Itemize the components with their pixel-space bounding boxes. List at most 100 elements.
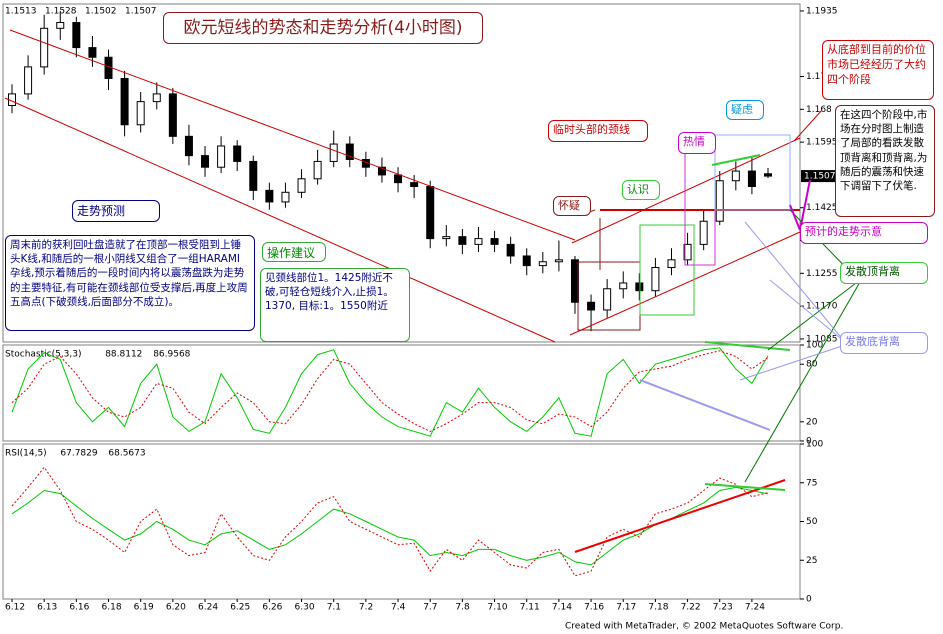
candle-body xyxy=(442,236,451,240)
candle-body xyxy=(619,282,628,290)
indicator-line xyxy=(11,347,769,437)
candle-body xyxy=(184,135,193,157)
candle-body xyxy=(24,66,33,95)
y-tick-label: 25 xyxy=(806,556,817,566)
divergence-label: 发散底背离 xyxy=(840,332,928,354)
advice-text: 见颈线部位1。1425附近不破,可轻仓短线介入,止损1。1370, 目标:1。1… xyxy=(260,268,410,342)
drawing-line xyxy=(704,341,791,351)
x-tick-label: 6.26 xyxy=(262,603,282,613)
y-tick-label: 0 xyxy=(806,437,812,447)
neckline-label: 临时头部的颈线 xyxy=(548,120,648,142)
drawing-line xyxy=(4,97,556,343)
indicator-line xyxy=(11,350,769,432)
drawing-line xyxy=(639,379,771,431)
candle-body xyxy=(152,93,161,103)
ohlc-header: 1.1502 xyxy=(85,7,117,17)
x-tick-label: 6.30 xyxy=(295,603,315,613)
stage-label: 热情 xyxy=(678,132,716,154)
candle-body xyxy=(667,259,676,269)
x-tick-label: 7.18 xyxy=(648,603,668,613)
drawing-line xyxy=(799,179,811,231)
divergence-label: 发散顶背离 xyxy=(840,262,928,284)
candle-body xyxy=(587,301,596,311)
candle-body xyxy=(490,238,499,245)
candle-body xyxy=(297,178,306,193)
candle-body xyxy=(168,93,177,137)
candle-body xyxy=(345,143,354,160)
candle-body xyxy=(522,255,531,267)
section-heading: 操作建议 xyxy=(262,242,326,262)
candle-body xyxy=(651,267,660,292)
candle-body xyxy=(715,180,724,222)
indicator-value: 68.5673 xyxy=(108,449,145,459)
candle-body xyxy=(570,259,579,303)
x-tick-label: 7.23 xyxy=(713,603,733,613)
y-tick-label: 1.1425 xyxy=(806,203,838,213)
x-tick-label: 7.2 xyxy=(359,603,373,613)
x-tick-label: 6.19 xyxy=(134,603,154,613)
panel-frame xyxy=(2,443,801,600)
x-tick-label: 7.22 xyxy=(681,603,701,613)
stage-label: 认识 xyxy=(622,180,660,200)
indicator-value: 88.8112 xyxy=(105,350,142,360)
candle-body xyxy=(747,170,756,188)
y-tick-label: 20 xyxy=(806,417,818,427)
x-tick-label: 6.25 xyxy=(230,603,250,613)
y-tick-label: 1.1935 xyxy=(806,6,838,16)
x-tick-label: 7.14 xyxy=(552,603,572,613)
y-tick-label: 1.176 xyxy=(806,72,832,82)
candle-body xyxy=(538,261,547,267)
panel-frame xyxy=(2,344,801,442)
stage-box xyxy=(714,134,791,211)
ohlc-header: 1.1513 xyxy=(5,7,37,17)
chart-title: 欧元短线的势态和走势分析(4小时图) xyxy=(163,12,483,44)
indicator-line xyxy=(11,466,769,577)
candle-body xyxy=(683,243,692,261)
x-tick-label: 7.24 xyxy=(745,603,765,613)
stage-box xyxy=(639,224,695,316)
indicator-label: Stochastic(5,3,3) xyxy=(5,350,82,360)
candle-body xyxy=(554,259,563,263)
candle-body xyxy=(40,27,49,68)
x-tick-label: 6.18 xyxy=(102,603,122,613)
stage-label: 疑虑 xyxy=(726,100,764,120)
y-tick-label: 50 xyxy=(806,517,818,527)
candle-body xyxy=(265,189,274,203)
candle-body xyxy=(329,143,338,162)
forecast-label: 预计的走势示意 xyxy=(800,222,928,244)
ohlc-header: 1.1507 xyxy=(125,7,157,17)
price-marker-label: 1.1507 xyxy=(804,172,836,182)
candle-body xyxy=(410,182,419,188)
x-tick-label: 7.11 xyxy=(520,603,540,613)
candle-body xyxy=(731,170,740,182)
x-tick-label: 6.12 xyxy=(5,603,25,613)
drawing-line xyxy=(9,29,576,241)
drawing-line xyxy=(571,137,801,244)
drawing-line xyxy=(704,483,786,491)
panel-frame xyxy=(2,3,801,343)
candle-body xyxy=(458,236,467,245)
candle-body xyxy=(249,160,258,191)
candle-body xyxy=(394,174,403,184)
indicator-label: RSI(14,5) xyxy=(5,449,47,459)
ohlc-header: 1.1528 xyxy=(45,7,77,17)
forecast-text: 周末前的获利回吐盘造就了在顶部一根受阻到上锤头K线,和随后的一根小阴线又组合了一… xyxy=(5,235,255,331)
drawing-line xyxy=(794,109,823,141)
x-tick-label: 7.4 xyxy=(391,603,406,613)
candle-body xyxy=(635,282,644,292)
candle-body xyxy=(88,47,97,58)
candle-body xyxy=(426,186,435,240)
drawing-line xyxy=(569,231,801,336)
candle-body xyxy=(56,22,65,29)
candle-body xyxy=(233,145,242,162)
x-tick-label: 6.13 xyxy=(37,603,57,613)
candle-body xyxy=(603,288,612,311)
y-tick-label: 1.1085 xyxy=(806,334,838,344)
price-marker xyxy=(801,170,835,183)
candle-body xyxy=(699,220,708,245)
indicator-line xyxy=(11,486,769,566)
y-tick-label: 1.1170 xyxy=(806,302,838,312)
x-tick-label: 7.16 xyxy=(584,603,604,613)
